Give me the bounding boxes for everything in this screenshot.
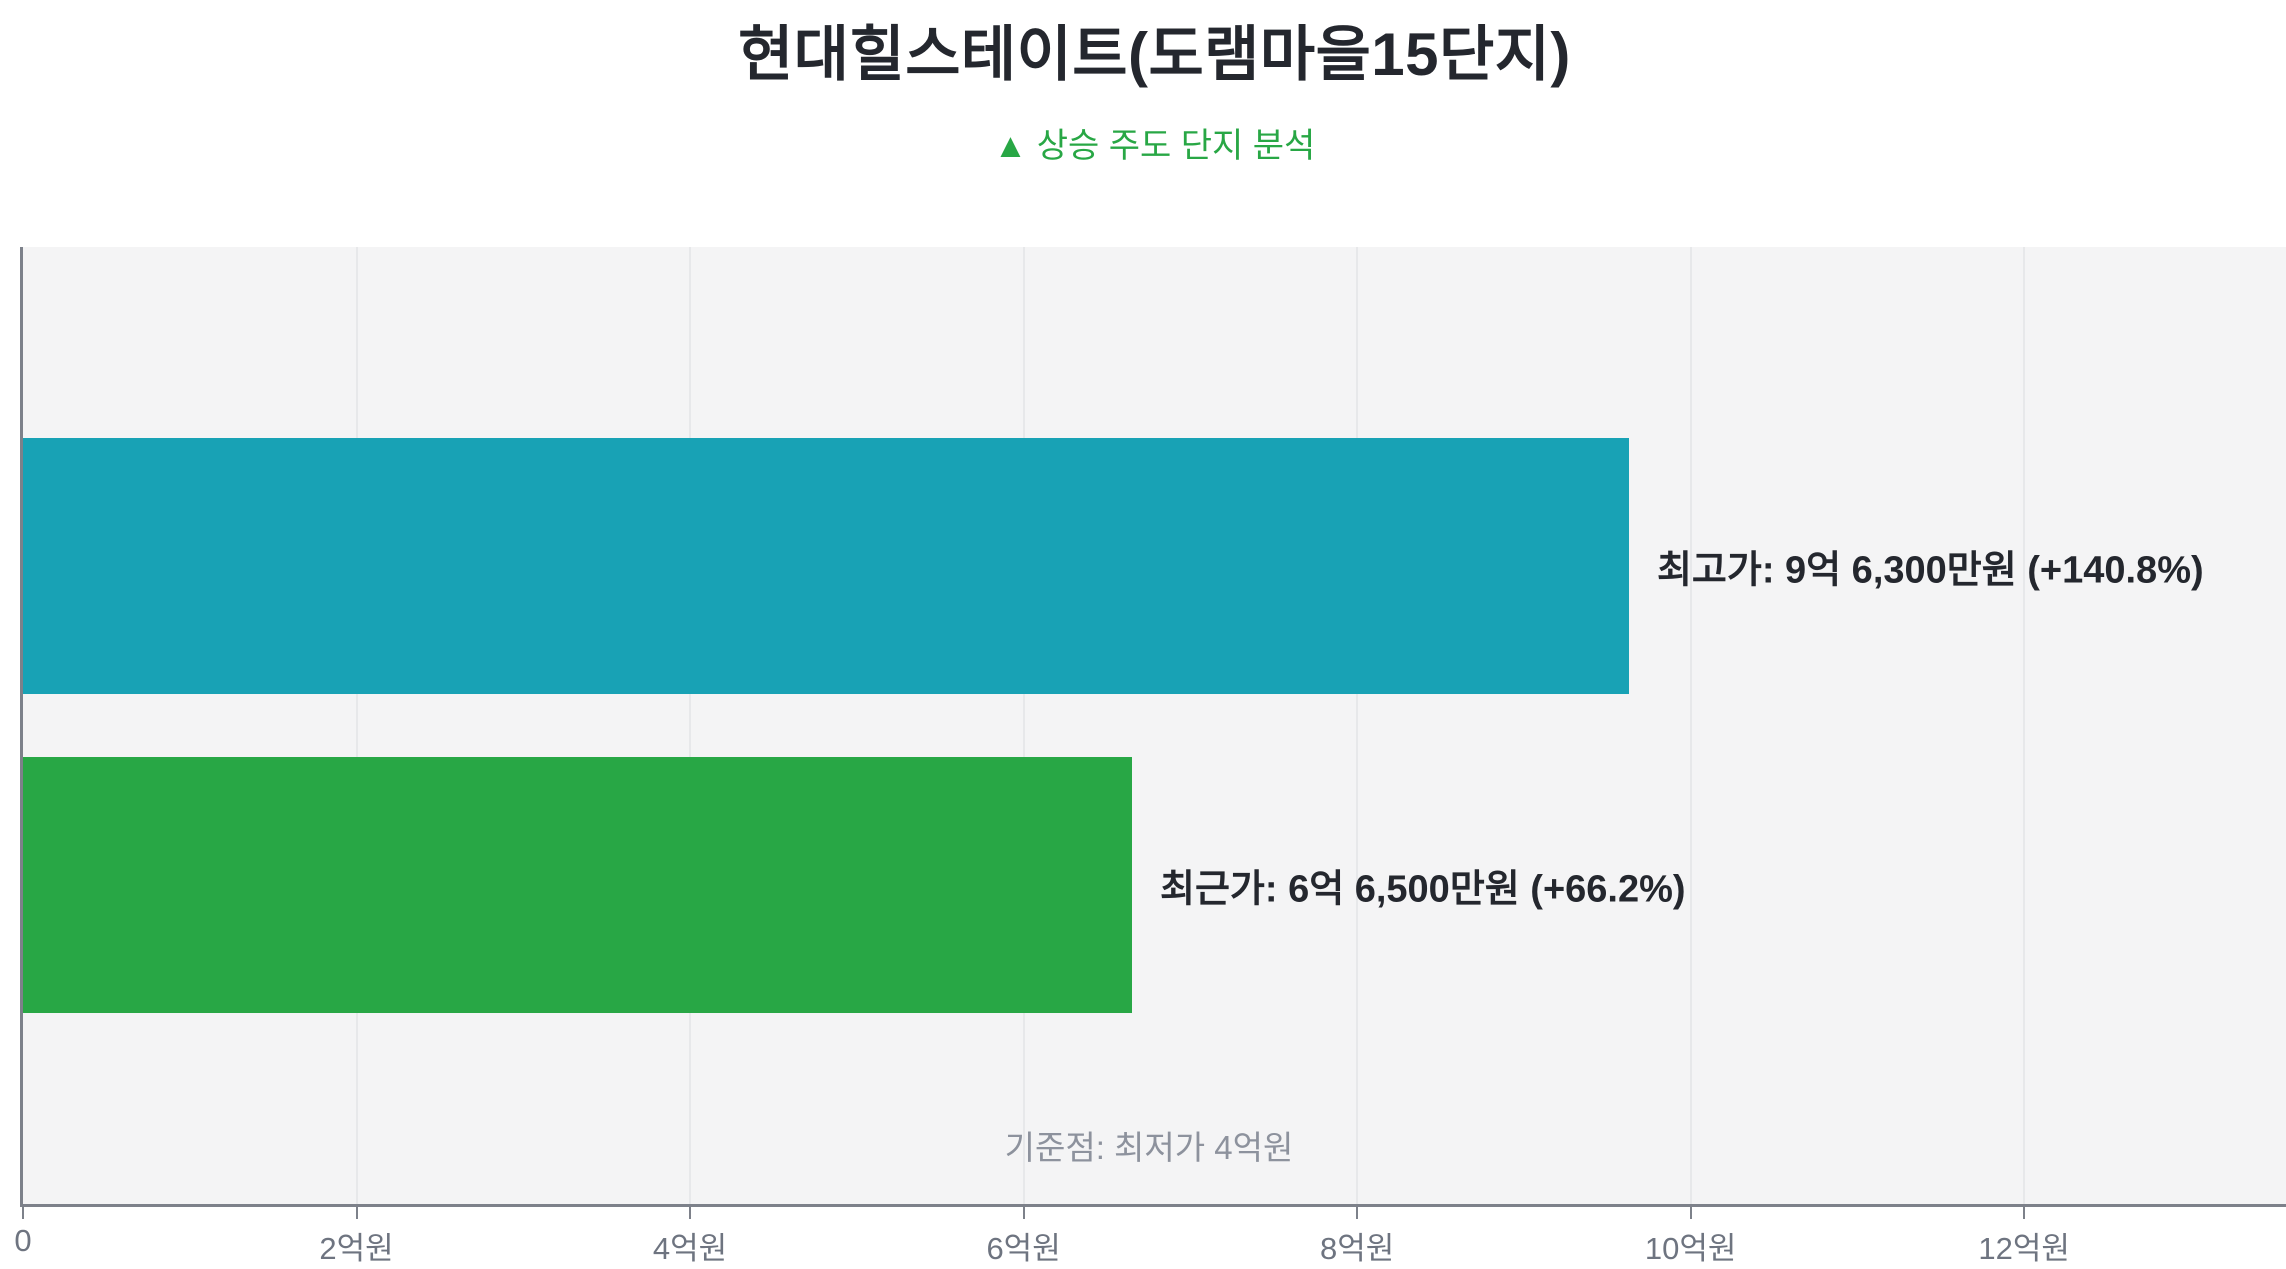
x-tick-mark-10	[1689, 1207, 1692, 1219]
chart-subtitle: ▲ 상승 주도 단지 분석	[993, 127, 1316, 165]
x-tick-label-10: 10억원	[1644, 1231, 1737, 1266]
x-tick-label-2: 2억원	[319, 1231, 394, 1266]
gridline-8	[1356, 247, 1359, 1204]
gridline-6	[1022, 247, 1025, 1204]
x-tick-mark-0	[22, 1207, 24, 1219]
gridline-4	[689, 247, 692, 1204]
gridline-10	[1689, 247, 1692, 1204]
bar-label-최근가: 최근가: 6억 6,500만원 (+66.2%)	[1159, 868, 1686, 911]
x-axis: 0 2억원 4억원 6억원 8억원 10억원 12억원	[14, 1207, 2286, 1269]
x-tick-mark-12	[2023, 1207, 2026, 1219]
bar-label-최고가: 최고가: 9억 6,300만원 (+140.8%)	[1656, 549, 2204, 592]
baseline-annotation: 기준점: 최저가 4억원	[1004, 1129, 1294, 1166]
x-tick-label-8: 8억원	[1319, 1231, 1395, 1266]
x-tick-mark-4	[689, 1207, 692, 1219]
x-tick-mark-8	[1356, 1207, 1359, 1219]
bar-최근가	[23, 757, 1132, 1014]
x-tick-mark-2	[355, 1207, 358, 1219]
x-tick-label-0: 0	[14, 1223, 32, 1258]
x-tick-label-4: 4억원	[652, 1231, 728, 1266]
gridline-2	[355, 247, 358, 1204]
x-tick-label-12: 12억원	[1978, 1231, 2070, 1266]
bar-최고가	[23, 437, 1629, 694]
x-tick-label-6: 6억원	[986, 1231, 1061, 1266]
chart-title: 현대힐스테이트(도램마을15단지)	[738, 21, 1571, 88]
x-tick-mark-6	[1022, 1207, 1025, 1219]
plot-area: 기준점: 최저가 4억원 최고가: 9억 6,300만원 (+140.8%) 최근…	[20, 247, 2286, 1207]
gridline-12	[2023, 247, 2026, 1204]
